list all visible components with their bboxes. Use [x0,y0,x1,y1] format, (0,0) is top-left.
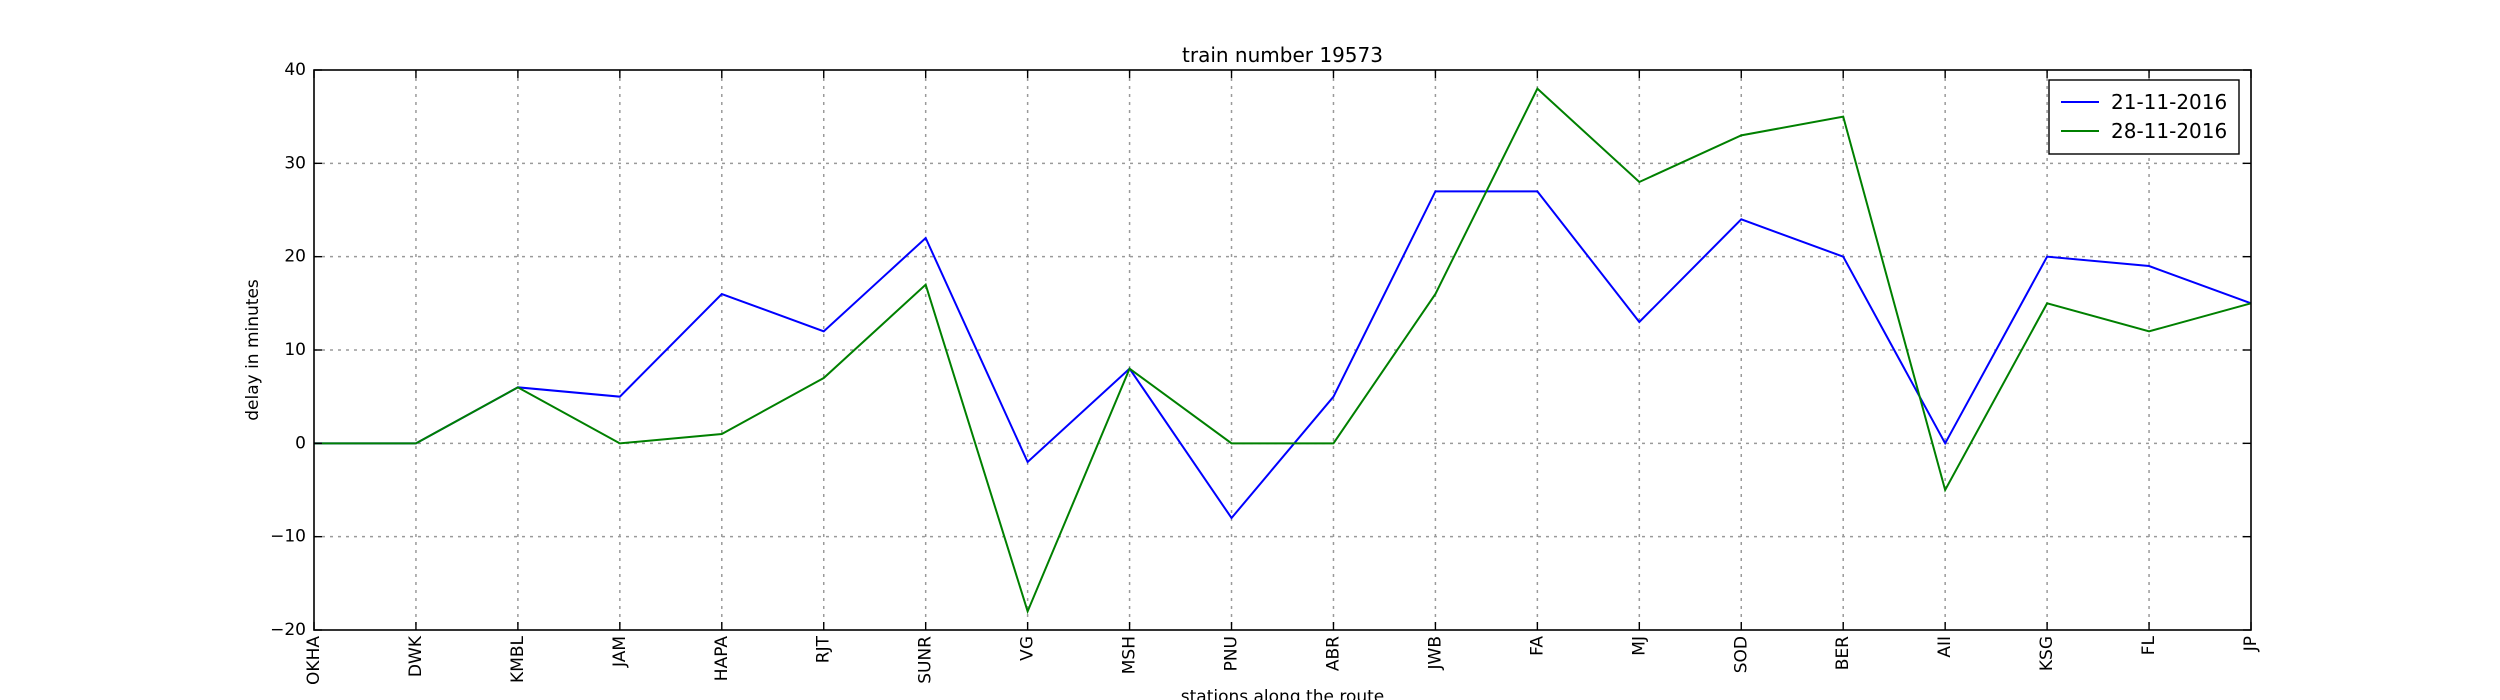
x-tick-label: MSH [1120,636,1140,674]
x-tick-label: HAPA [712,636,732,682]
x-tick-label: BER [1833,636,1853,670]
x-tick-label: OKHA [304,636,324,685]
chart-title: train number 19573 [1182,43,1383,67]
x-tick-label: KSG [2037,636,2057,671]
y-tick-label: 0 [295,433,306,453]
x-tick-label: PNU [1222,636,1242,671]
x-tick-label: KMBL [508,635,528,682]
x-tick-label: RJT [814,635,834,663]
x-tick-label: JP [2241,636,2261,652]
y-tick-label: 30 [284,153,306,173]
y-tick-label: −10 [270,527,306,547]
x-tick-label: VG [1018,636,1038,661]
grid [314,70,2251,630]
y-tick-label: 20 [284,247,306,267]
y-tick-label: −20 [270,620,306,640]
x-tick-label: FA [1527,636,1547,656]
x-tick-label: AII [1935,636,1955,658]
y-tick-label: 40 [284,60,306,80]
legend-box [2048,79,2240,155]
x-tick-label: ABR [1323,636,1343,671]
axis-ticks: OKHA DWK KMBL JAM HAPA RJT SUNR VG MSH PNU ABR JWB F… [270,60,2261,685]
series-line-2 [314,87,2252,615]
x-tick-label: SOD [1731,636,1751,673]
x-tick-label: DWK [406,635,426,677]
x-tick-label: JAM [610,636,630,668]
legend-entry-series-1: 21-11-2016 [2111,90,2227,114]
legend-entry-series-2: 28-11-2016 [2111,119,2227,143]
y-axis-label: delay in minutes [243,279,263,421]
x-axis-label: stations along the route [1181,687,1385,700]
x-tick-label: FL [2139,635,2159,655]
y-tick-label: 10 [284,340,306,360]
series-line-1 [314,190,2252,520]
x-tick-label: MJ [1629,636,1649,656]
x-tick-label: SUNR [916,636,936,684]
legend: 21-11-2016 28-11-2016 [2048,79,2240,155]
series-lines [313,87,2252,615]
x-tick-label: JWB [1425,636,1445,671]
